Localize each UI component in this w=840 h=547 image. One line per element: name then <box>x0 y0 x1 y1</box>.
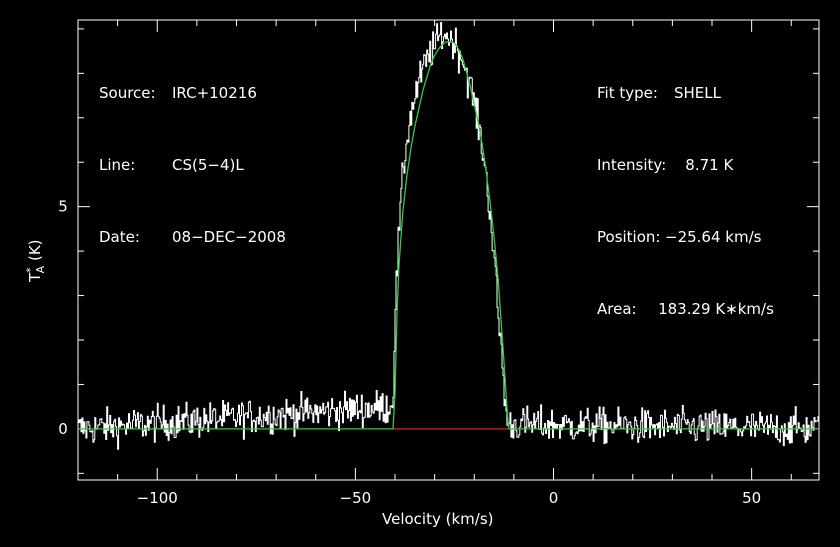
intensity-key: Intensity: <box>597 156 667 174</box>
x-tick-label: −100 <box>137 489 178 507</box>
y-axis-sub: A <box>34 265 47 274</box>
area-row: Area: 183.29 K∗km/s <box>597 297 774 321</box>
source-value: IRC+10216 <box>172 84 257 102</box>
date-row: Date: 08−DEC−2008 <box>99 225 286 249</box>
line-key: Line: <box>99 156 136 174</box>
date-key: Date: <box>99 228 140 246</box>
y-tick-label: 5 <box>58 198 68 216</box>
spectrum-line <box>78 22 820 450</box>
x-tick-labels: −100 −50 0 50 <box>137 489 762 507</box>
x-axis-label: Velocity (km/s) <box>382 510 494 528</box>
area-value: 183.29 K∗km/s <box>639 300 774 318</box>
fit-type-key: Fit type: <box>597 84 658 102</box>
y-axis-symbol: T <box>26 272 44 282</box>
fit-type-value: SHELL <box>674 84 721 102</box>
info-left: Source: IRC+10216 Line: CS(5−4)L Date: 08−D… <box>99 33 286 273</box>
info-right: Fit type: SHELL Intensity: 8.71 K Positio… <box>597 33 774 345</box>
axis-ticks <box>77 20 819 480</box>
y-tick-labels: 05 <box>58 198 68 438</box>
source-row: Source: IRC+10216 <box>99 81 286 105</box>
y-axis-label: T*A (K) <box>24 239 47 282</box>
fit-type-row: Fit type: SHELL <box>597 81 774 105</box>
position-value: −25.64 km/s <box>665 228 762 246</box>
y-tick-label: 0 <box>58 420 68 438</box>
intensity-row: Intensity: 8.71 K <box>597 153 774 177</box>
fit-line <box>78 41 819 430</box>
x-tick-label: −50 <box>340 489 372 507</box>
area-key: Area: <box>597 300 637 318</box>
intensity-value: 8.71 K <box>671 156 734 174</box>
line-value: CS(5−4)L <box>172 156 244 174</box>
position-key: Position: <box>597 228 661 246</box>
source-key: Source: <box>99 84 156 102</box>
plot-frame <box>77 19 820 481</box>
x-tick-label: 0 <box>549 489 559 507</box>
y-axis-unit: (K) <box>26 239 44 262</box>
date-value: 08−DEC−2008 <box>172 228 286 246</box>
x-tick-label: 50 <box>742 489 761 507</box>
position-row: Position: −25.64 km/s <box>597 225 774 249</box>
line-row: Line: CS(5−4)L <box>99 153 286 177</box>
